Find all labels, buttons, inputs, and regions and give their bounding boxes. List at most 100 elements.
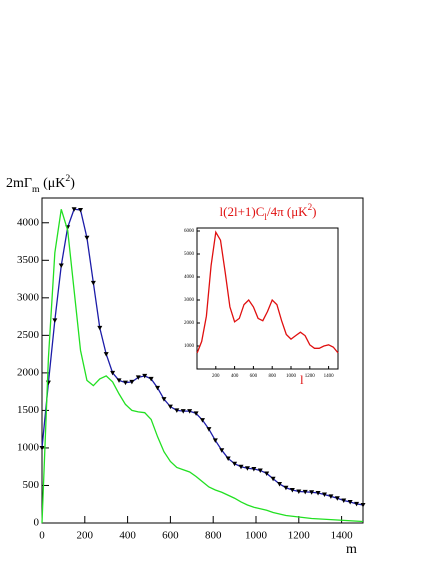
data-point bbox=[78, 208, 84, 213]
y-tick-label: 2500 bbox=[17, 329, 40, 341]
data-point bbox=[167, 404, 173, 410]
data-point bbox=[212, 438, 218, 443]
inset-x-label: l bbox=[300, 372, 304, 387]
y-tick-label: 0 bbox=[34, 517, 40, 529]
data-point bbox=[244, 466, 250, 471]
data-point bbox=[142, 373, 148, 379]
inset-title-part: 2 bbox=[308, 202, 313, 212]
y-tick-label: 5000 bbox=[184, 252, 195, 257]
y-axis-label-part: m bbox=[32, 184, 40, 195]
y-tick-label: 1000 bbox=[184, 344, 195, 349]
y-tick-label: 1000 bbox=[17, 441, 40, 453]
inset-title-part: l bbox=[264, 212, 267, 222]
data-point bbox=[251, 466, 257, 472]
x-tick-label: 800 bbox=[205, 530, 222, 542]
y-axis-label-part: (μK bbox=[40, 176, 66, 191]
data-point bbox=[360, 502, 366, 508]
y-tick-label: 4000 bbox=[184, 275, 195, 280]
x-tick-label: 0 bbox=[39, 530, 45, 542]
y-tick-label: 500 bbox=[23, 479, 40, 491]
x-tick-label: 400 bbox=[119, 530, 136, 542]
data-point bbox=[187, 409, 193, 414]
data-point bbox=[232, 461, 238, 467]
data-point bbox=[289, 487, 295, 493]
data-point bbox=[193, 411, 199, 416]
data-point bbox=[334, 496, 340, 501]
data-point bbox=[116, 378, 122, 383]
data-line bbox=[41, 208, 364, 506]
x-tick-label: 200 bbox=[77, 530, 94, 542]
data-line bbox=[196, 230, 339, 354]
inset-title-part: l(2l+1)C bbox=[220, 204, 265, 219]
y-axis-label-part: ) bbox=[70, 176, 75, 191]
y-tick-label: 3000 bbox=[184, 298, 195, 303]
data-point bbox=[315, 490, 321, 496]
x-tick-label: 1000 bbox=[245, 530, 268, 542]
data-point bbox=[347, 499, 353, 505]
data-point bbox=[180, 409, 186, 414]
data-point bbox=[155, 385, 161, 391]
x-tick-label: 400 bbox=[231, 374, 239, 379]
y-tick-label: 2000 bbox=[17, 366, 40, 378]
data-point bbox=[110, 370, 116, 376]
data-point bbox=[219, 448, 225, 453]
y-tick-label: 4000 bbox=[17, 216, 40, 228]
x-tick-label: 1000 bbox=[286, 374, 297, 379]
data-point bbox=[354, 501, 360, 507]
data-point bbox=[161, 397, 167, 402]
data-point bbox=[277, 481, 283, 487]
data-point bbox=[309, 490, 315, 495]
y-tick-label: 2000 bbox=[184, 321, 195, 326]
data-point bbox=[341, 498, 347, 503]
data-line bbox=[41, 209, 364, 524]
plot-frame bbox=[196, 227, 339, 370]
data-point bbox=[97, 325, 103, 331]
data-point bbox=[122, 380, 128, 386]
inset-title-part: /4π (μK bbox=[267, 204, 308, 219]
data-point bbox=[174, 408, 180, 413]
data-point bbox=[302, 489, 308, 495]
data-point bbox=[58, 263, 64, 269]
inset-title-part: ) bbox=[312, 204, 316, 219]
y-axis-label-part: 2 bbox=[65, 173, 70, 184]
data-point bbox=[71, 207, 77, 212]
data-point bbox=[238, 464, 244, 470]
data-point bbox=[52, 318, 58, 323]
data-point bbox=[103, 352, 109, 357]
data-point bbox=[39, 445, 45, 451]
x-tick-label: 1400 bbox=[331, 530, 354, 542]
data-point bbox=[264, 471, 270, 476]
y-tick-label: 1500 bbox=[17, 404, 40, 416]
y-tick-label: 6000 bbox=[184, 229, 195, 234]
x-tick-label: 1200 bbox=[288, 530, 311, 542]
x-tick-label: 1200 bbox=[305, 374, 316, 379]
plot-frame bbox=[41, 197, 364, 524]
y-tick-label: 3000 bbox=[17, 291, 40, 303]
x-tick-label: 1400 bbox=[324, 374, 335, 379]
x-tick-label: 600 bbox=[250, 374, 258, 379]
data-point bbox=[129, 379, 135, 385]
data-point bbox=[206, 427, 212, 432]
data-point bbox=[321, 492, 327, 497]
x-tick-label: 600 bbox=[162, 530, 179, 542]
data-point bbox=[84, 235, 90, 241]
data-point bbox=[328, 494, 334, 499]
data-point bbox=[270, 476, 276, 482]
data-point bbox=[90, 280, 96, 286]
data-point bbox=[283, 485, 289, 491]
x-tick-label: 200 bbox=[212, 374, 220, 379]
y-axis-label-part: 2mΓ bbox=[6, 176, 32, 191]
data-point bbox=[257, 468, 263, 473]
data-point bbox=[135, 375, 141, 380]
data-point bbox=[200, 418, 205, 423]
x-axis-label: m bbox=[346, 542, 357, 557]
y-axis-label: 2mΓm (μK2) bbox=[6, 173, 75, 195]
data-point bbox=[148, 376, 154, 382]
data-point bbox=[225, 456, 231, 461]
x-tick-label: 800 bbox=[268, 374, 276, 379]
inset-title: l(2l+1)Cl/4π (μK2) bbox=[220, 202, 317, 222]
data-point bbox=[45, 380, 51, 386]
y-tick-label: 3500 bbox=[17, 254, 40, 266]
data-point bbox=[296, 489, 302, 494]
